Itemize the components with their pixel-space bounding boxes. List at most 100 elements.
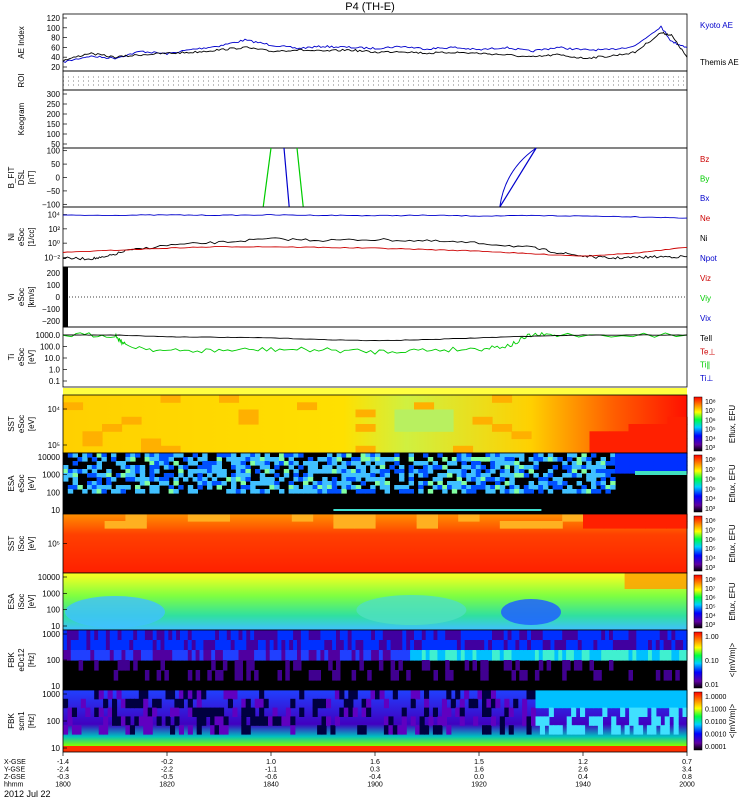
- fbk-e-cell: [316, 630, 321, 641]
- esa-e-cell: [235, 489, 242, 494]
- fbk-e-cell: [511, 640, 516, 651]
- esa-e-cell: [351, 477, 357, 482]
- fbk-e-cell: [507, 650, 513, 661]
- esa-e-cell: [442, 489, 448, 494]
- esa-e-cell: [355, 465, 362, 470]
- fbk-e-cell: [63, 630, 68, 641]
- fbk-e-cell: [367, 640, 372, 651]
- fbk-b-cell: [539, 690, 545, 700]
- sst-e-cell: [297, 402, 318, 411]
- esa-e-cell: [418, 481, 424, 486]
- fbk-b-cell: [241, 725, 247, 735]
- esa-e-cell: [543, 481, 549, 486]
- fbk-b-cell: [629, 698, 635, 709]
- esa-e-cell: [115, 485, 122, 490]
- esa-e-cell: [605, 473, 611, 478]
- fbk-e-cell: [133, 660, 138, 671]
- fbk-b-cell: [673, 698, 679, 709]
- esa-e-cell: [231, 453, 237, 458]
- esa-e-cell: [576, 465, 582, 470]
- fbk-e-cell: [573, 650, 579, 661]
- fbk-b-cell: [620, 707, 626, 717]
- fbk-b-cell: [446, 690, 452, 700]
- fbk-b-cell: [673, 725, 679, 735]
- esa-e-cell: [245, 457, 251, 462]
- esa-e-cell: [221, 469, 227, 474]
- fbk-e-cell: [519, 630, 524, 641]
- fbk-b-cell: [245, 707, 251, 717]
- colorbar-tick-label: 10⁵: [705, 486, 716, 493]
- fbk-e-cell: [484, 630, 489, 641]
- y-tick-label: 300: [47, 90, 61, 99]
- sst-e-cell: [609, 445, 630, 454]
- esa-e-cell: [379, 473, 386, 478]
- esa-e-cell: [139, 473, 146, 478]
- fbk-b-cell: [134, 716, 140, 726]
- fbk-e-cell: [566, 650, 571, 661]
- fbk-e-cell: [343, 640, 349, 651]
- fbk-e-cell: [261, 630, 267, 641]
- fbk-e-cell: [222, 640, 228, 651]
- esa-e-cell: [591, 453, 597, 458]
- fbk-b-cell: [682, 698, 688, 709]
- fbk-e-cell: [273, 630, 279, 641]
- esa-e-cell: [677, 457, 683, 462]
- fbk-b-cell: [312, 707, 318, 717]
- y-axis-label: ESA: [7, 593, 16, 610]
- esa-e-cell: [250, 485, 256, 490]
- esa-e-cell: [331, 481, 338, 486]
- fbk-e-cell: [250, 630, 255, 641]
- esa-e-cell: [307, 465, 314, 470]
- fbk-e-cell: [105, 640, 111, 651]
- fbk-e-cell: [609, 650, 614, 661]
- fbk-b-cell: [446, 707, 452, 717]
- y-tick-label: 120: [47, 14, 61, 23]
- fbk-b-cell: [651, 698, 657, 709]
- esa-e-cell: [317, 489, 323, 494]
- sst-e-cell: [394, 409, 415, 418]
- esa-e-cell: [72, 453, 78, 458]
- fbk-e-cell: [589, 640, 594, 651]
- y-axis-label: AE Index: [17, 26, 26, 58]
- esa-e-cell: [624, 469, 630, 474]
- fbk-e-cell: [538, 660, 544, 671]
- fbk-b-cell: [660, 698, 666, 709]
- esa-e-cell: [384, 469, 390, 474]
- esa-e-cell: [91, 485, 98, 490]
- esa-e-cell: [322, 469, 328, 474]
- fbk-e-cell: [347, 650, 353, 661]
- esa-e-cell: [231, 465, 237, 470]
- fbk-b-cell: [143, 707, 149, 717]
- fbk-e-cell: [406, 670, 411, 681]
- x-axis-row-label: X-GSE: [4, 759, 26, 766]
- fbk-b-cell: [143, 690, 149, 700]
- fbk-e-cell: [648, 630, 653, 641]
- fbk-e-cell: [219, 670, 224, 681]
- esa-e-cell: [312, 461, 318, 466]
- fbk-e-cell: [394, 630, 399, 641]
- y-axis-label: ESA: [7, 475, 16, 492]
- fbk-e-cell: [363, 630, 368, 641]
- fbk-e-cell: [125, 650, 130, 661]
- fbk-e-cell: [230, 630, 236, 641]
- colorbar-label: Eflux, EFU: [728, 582, 737, 620]
- x-tick-label: -1.1: [265, 767, 277, 774]
- fbk-e-cell: [651, 650, 657, 661]
- esa-e-cell: [480, 457, 486, 462]
- esa-e-cell: [259, 473, 266, 478]
- fbk-e-cell: [300, 650, 306, 661]
- fbk-e-cell: [453, 650, 458, 661]
- esa-e-cell: [600, 469, 606, 474]
- esa-e-cell: [197, 473, 203, 478]
- esa-e-cell: [96, 485, 102, 490]
- fbk-e-cell: [601, 640, 606, 651]
- esa-e-cell: [499, 477, 506, 482]
- fbk-e-cell: [663, 650, 669, 661]
- esa-e-cell: [274, 461, 280, 466]
- fbk-e-cell: [616, 640, 622, 651]
- fbk-b-cell: [437, 716, 443, 726]
- fbk-b-cell: [67, 707, 73, 717]
- esa-e-cell: [231, 461, 237, 466]
- esa-e-cell: [216, 465, 222, 470]
- sst-i-cell: [333, 521, 355, 529]
